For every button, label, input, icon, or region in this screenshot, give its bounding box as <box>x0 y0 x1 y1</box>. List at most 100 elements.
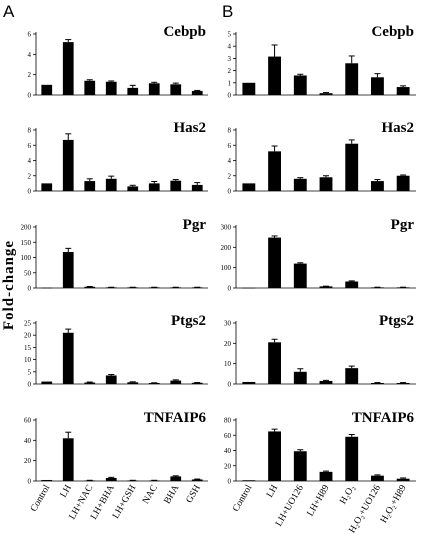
y-tick-label: 0 <box>228 478 232 486</box>
bar-lh-h89 <box>319 471 333 481</box>
bar-gsh <box>191 90 203 95</box>
panel-label-a: A <box>3 2 15 21</box>
bar-lh-nac <box>84 286 96 288</box>
bar-h2o2-h89 <box>396 478 410 481</box>
y-tick-label: 20 <box>224 340 232 348</box>
y-tick-label: 15 <box>24 344 32 352</box>
bar-control <box>41 84 53 95</box>
y-tick-label: 200 <box>221 244 232 252</box>
y-tick-label: 8 <box>28 127 32 135</box>
bar-lh <box>268 342 281 384</box>
y-tick-label: 20 <box>24 332 32 340</box>
y-tick-label: 0 <box>28 188 32 196</box>
bar-lh-uo126 <box>293 263 307 288</box>
bar-lh-bha <box>105 477 117 481</box>
category-label-b-lh-h89: LH+H89 <box>306 483 332 518</box>
y-axis-label: Fold-change <box>1 240 17 330</box>
bar-lh-nac <box>84 181 96 191</box>
bar-h2o2-uo126 <box>371 475 384 481</box>
bar-lh-uo126 <box>293 75 307 95</box>
y-tick-label: 0 <box>28 92 32 100</box>
chart-a-tnfaip6: 0 20 40 60 TNFAIP6 <box>24 410 208 486</box>
y-tick-label: 2 <box>28 71 32 79</box>
bar-lh <box>62 139 74 191</box>
y-tick-label: 4 <box>28 51 32 59</box>
bar-lh-nac <box>84 382 96 384</box>
bar-lh <box>62 332 74 384</box>
gene-title-pgr: Pgr <box>391 217 415 233</box>
bar-control <box>41 381 53 384</box>
gene-title-tnfaip6: TNFAIP6 <box>144 410 207 426</box>
gene-title-ptgs2: Ptgs2 <box>171 313 206 329</box>
category-label-a-gsh: GSH <box>185 483 203 505</box>
gene-title-pgr: Pgr <box>183 217 207 233</box>
y-tick-label: 2 <box>28 172 32 180</box>
bar-h2o2-h89 <box>396 87 410 95</box>
y-tick-label: 60 <box>224 432 232 440</box>
y-tick-label: 200 <box>21 224 32 232</box>
bar-lh-h89 <box>319 93 333 95</box>
y-tick-label: 40 <box>224 447 232 455</box>
y-tick-label: 0 <box>228 92 232 100</box>
bar-control <box>242 82 256 95</box>
y-tick-label: 60 <box>24 417 32 425</box>
y-tick-label: 30 <box>224 320 232 328</box>
y-tick-label: 100 <box>221 264 232 272</box>
category-label-b-lh: LH <box>265 483 280 499</box>
y-tick-label: 1 <box>228 79 232 87</box>
chart-a-cebpb: 0 2 4 6 Cebpb <box>28 24 208 100</box>
bar-lh <box>268 431 281 481</box>
bar-lh-bha <box>105 375 117 384</box>
bar-h2o2-uo126 <box>371 287 384 288</box>
bar-nac <box>148 383 160 384</box>
y-tick-label: 80 <box>224 417 232 425</box>
y-tick-label: 150 <box>21 239 32 247</box>
bar-nac <box>148 83 160 95</box>
y-tick-label: 10 <box>224 360 232 368</box>
gene-title-cebpb: Cebpb <box>163 24 206 40</box>
bar-lh <box>62 252 74 288</box>
bar-h2o2 <box>345 63 359 95</box>
bar-lh-uo126 <box>293 451 307 481</box>
bar-lh-gsh <box>127 480 139 482</box>
y-tick-label: 5 <box>28 368 32 376</box>
gene-title-ptgs2: Ptgs2 <box>379 313 414 329</box>
y-tick-label: 6 <box>228 142 232 150</box>
y-tick-label: 20 <box>224 462 232 470</box>
bar-h2o2 <box>345 368 359 384</box>
bar-h2o2-h89 <box>396 382 410 384</box>
bar-control <box>242 381 256 384</box>
y-tick-label: 4 <box>28 157 32 165</box>
y-tick-label: 2 <box>228 172 232 180</box>
bar-control <box>242 480 256 481</box>
chart-a-has2: 0 2 4 6 8 Has2 <box>28 120 208 196</box>
y-tick-label: 20 <box>24 457 32 465</box>
bar-gsh <box>191 184 203 191</box>
bar-bha <box>170 84 182 95</box>
category-label-b-h2o2-h89: H₂O₂+H89 <box>379 483 409 525</box>
y-tick-label: 0 <box>228 381 232 389</box>
bar-lh-gsh <box>127 186 139 191</box>
bar-h2o2-uo126 <box>371 181 384 191</box>
category-label-a-bha: BHA <box>163 483 182 505</box>
y-tick-label: 0 <box>228 285 232 293</box>
category-label-b-control: Control <box>231 483 254 513</box>
bar-h2o2 <box>345 281 359 288</box>
bar-lh-h89 <box>319 286 333 288</box>
gene-title-tnfaip6: TNFAIP6 <box>352 410 415 426</box>
y-tick-label: 50 <box>24 269 32 277</box>
chart-b-cebpb: 0 1 2 3 4 5 Cebpb <box>228 24 416 100</box>
y-tick-label: 4 <box>228 43 232 51</box>
bar-nac <box>148 480 160 482</box>
chart-b-ptgs2: 0 10 20 30 Ptgs2 <box>224 313 416 389</box>
chart-a-ptgs2: 0 5 10 15 20 25 Ptgs2 <box>24 313 208 389</box>
bar-control <box>242 183 256 191</box>
chart-a-pgr: 0 50 100 150 200 Pgr <box>21 217 208 293</box>
bar-lh-uo126 <box>293 371 307 384</box>
y-tick-label: 6 <box>28 142 32 150</box>
y-tick-label: 0 <box>28 478 32 486</box>
panel-label-b: B <box>222 2 233 21</box>
